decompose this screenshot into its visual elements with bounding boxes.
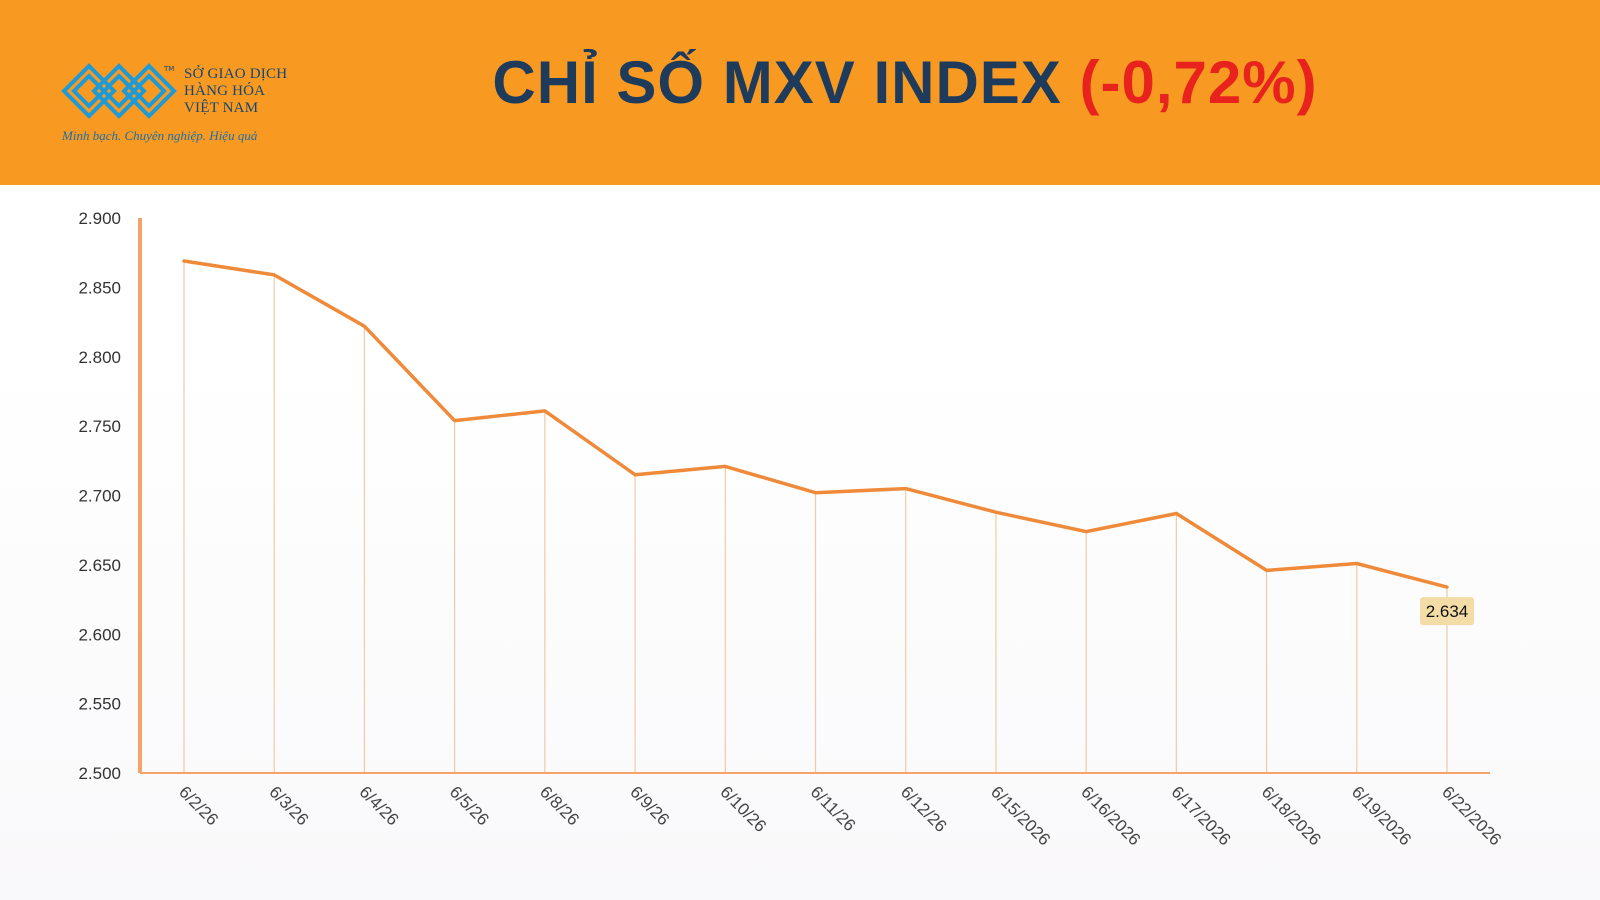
mxv-logo: TM SỞ GIAO DỊCH HÀNG HÓA VIỆT NAM Minh b… (60, 62, 320, 152)
last-value-label-bg (1420, 597, 1474, 626)
x-tick-label: 6/15/2026 (987, 782, 1054, 849)
last-value-label-text: 2.634 (1426, 602, 1469, 621)
y-tick-label: 2.700 (78, 487, 121, 506)
x-tick-label: 6/19/2026 (1348, 782, 1415, 849)
chart-title-change: (-0,72%) (1079, 49, 1318, 116)
y-tick-label: 2.650 (78, 556, 121, 575)
y-tick-label: 2.600 (78, 625, 121, 644)
logo-name-line-2: HÀNG HÓA (184, 83, 266, 99)
x-tick-label: 6/16/2026 (1077, 782, 1144, 849)
drop-lines (183, 261, 1448, 773)
x-tick-label: 6/11/26 (807, 782, 860, 835)
logo-name-line-1: SỞ GIAO DỊCH (184, 66, 288, 82)
header-banner: TM SỞ GIAO DỊCH HÀNG HÓA VIỆT NAM Minh b… (0, 0, 1600, 185)
x-tick-label: 6/9/26 (626, 782, 673, 829)
x-tick-label: 6/2/26 (175, 782, 222, 829)
chart-title: CHỈ SỐ MXV INDEX (-0,72%) (350, 48, 1460, 117)
logo-company-name: SỞ GIAO DỊCH HÀNG HÓA VIỆT NAM (184, 66, 287, 117)
logo-tm: TM (163, 65, 174, 73)
x-tick-label: 6/5/26 (446, 782, 493, 829)
y-tick-label: 2.750 (78, 417, 121, 436)
x-tick-labels: 6/2/26 6/3/26 6/4/26 6/5/26 6/8/26 6/9/26 6/10… (175, 782, 1505, 849)
x-tick-label: 6/8/26 (536, 782, 583, 829)
logo-tagline: Minh bạch. Chuyên nghiệp. Hiệu quả (62, 128, 258, 143)
x-tick-label: 6/4/26 (356, 782, 403, 829)
logo-name-line-3: VIỆT NAM (184, 100, 259, 116)
mxv-logo-mark-icon: TM (61, 63, 177, 119)
chart-panel (0, 185, 1600, 900)
x-tick-label: 6/10/26 (716, 782, 770, 836)
x-tick-label: 6/22/2026 (1438, 782, 1505, 849)
x-tick-label: 6/12/26 (897, 782, 951, 836)
chart-title-main: CHỈ SỐ MXV INDEX (492, 49, 1062, 116)
y-tick-label: 2.900 (78, 209, 121, 228)
last-value-label: 2.634 (1420, 597, 1474, 626)
x-tick-label: 6/17/2026 (1168, 782, 1235, 849)
series-line (182, 259, 1449, 589)
y-tick-label: 2.800 (78, 348, 121, 367)
x-tick-label: 6/3/26 (265, 782, 312, 829)
x-tick-label: 6/18/2026 (1258, 782, 1325, 849)
y-tick-label: 2.550 (78, 695, 121, 714)
y-tick-label: 2.500 (78, 764, 121, 783)
y-tick-label: 2.850 (78, 278, 121, 297)
y-tick-labels: 2.500 2.550 2.600 2.650 2.700 2.750 2.800 2.850… (78, 209, 121, 783)
